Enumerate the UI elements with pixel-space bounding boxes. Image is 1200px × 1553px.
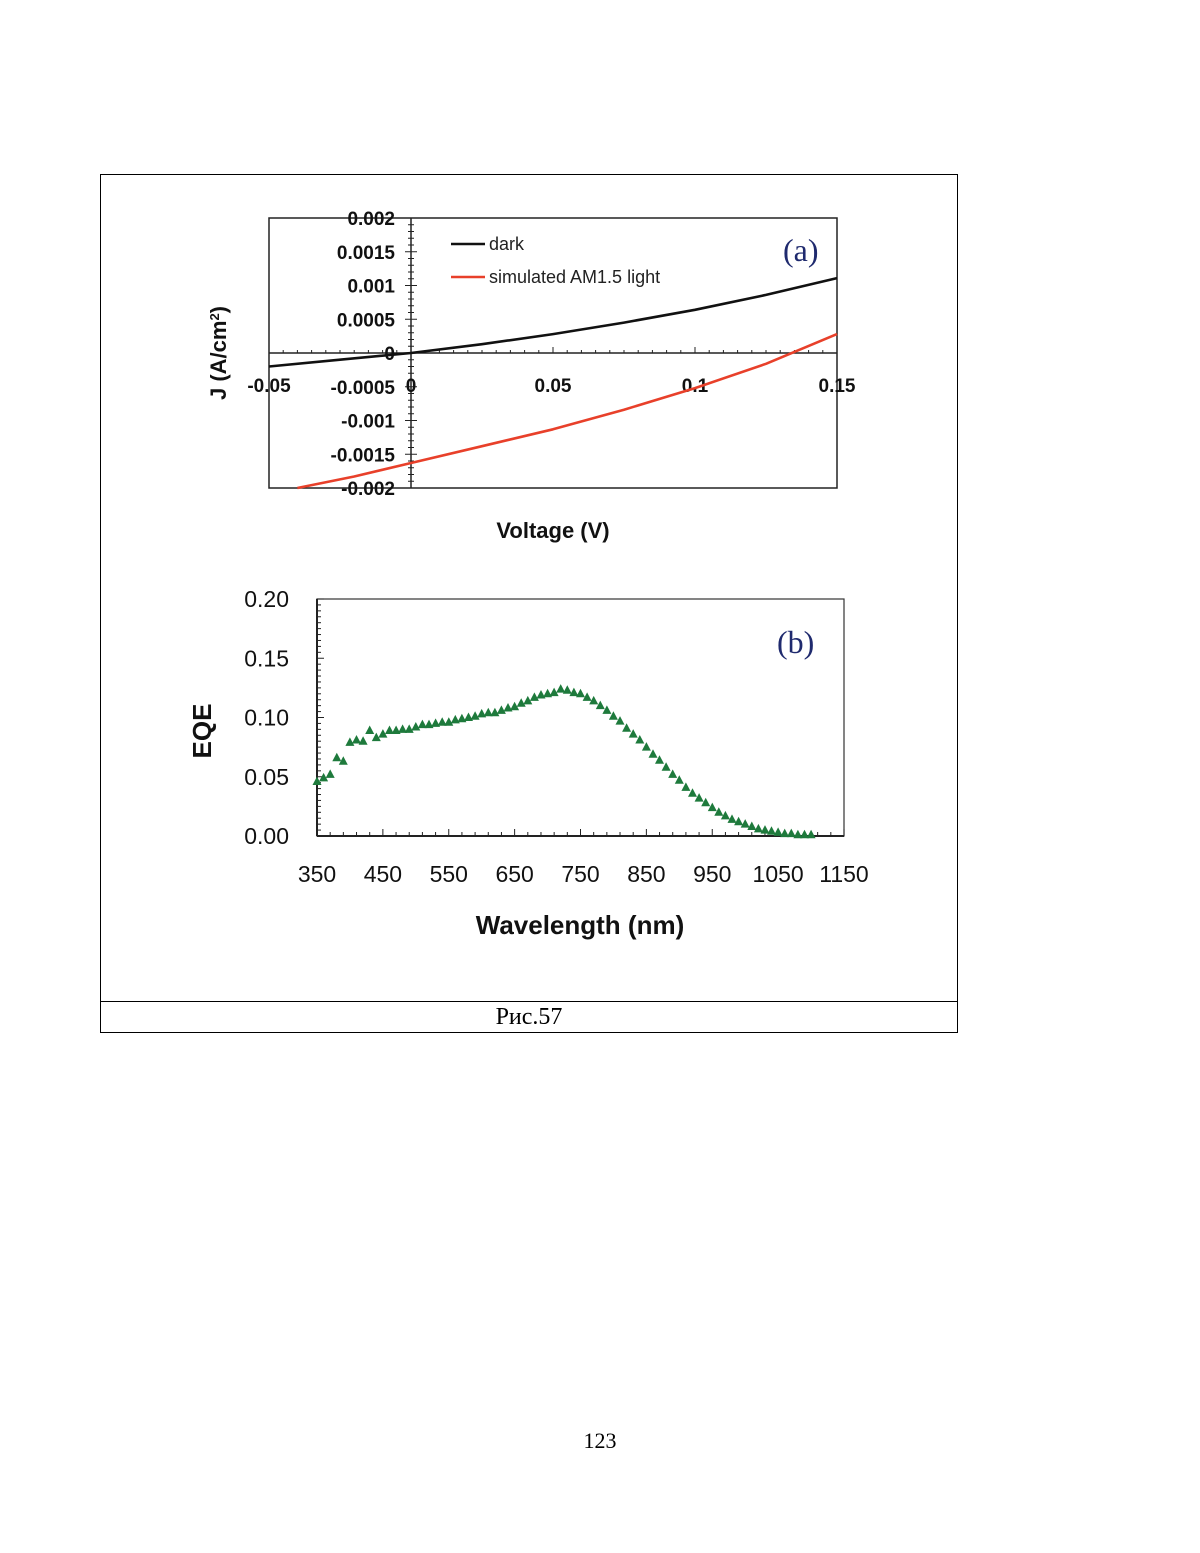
y-tick-label-a: 0.0015 [337,243,396,264]
data-point [596,701,605,710]
y-tick-label-b: 0.05 [244,764,289,790]
data-point [576,689,585,698]
y-tick-label-a: 0.0005 [337,310,396,331]
y-tick-label-b: 0.10 [244,705,289,731]
data-point [701,798,710,807]
data-point [359,736,368,745]
y-tick-label-a: -0.0015 [331,445,396,466]
x-tick-label-b: 450 [364,861,402,887]
y-tick-label-a: 0.001 [347,277,395,298]
x-tick-label-b: 550 [430,861,468,887]
x-tick-label-b: 650 [495,861,533,887]
data-point [695,793,704,802]
figure-panel: 0.002 0.0015 0.001 0.0005 0 -0.0005 -0.001 -0.0… [101,175,957,1002]
data-point [774,827,783,836]
x-axis-title-a: Voltage (V) [496,518,609,543]
x-tick-label-b: 1050 [753,861,804,887]
y-tick-label-b: 0.00 [244,823,289,849]
data-point [807,830,816,839]
x-tick-label-a: 0.05 [535,376,572,397]
y-axis-title-a: J (A/cm2) [206,306,231,400]
y-tick-label-b: 0.20 [244,586,289,612]
x-tick-label-a: 0.15 [819,376,856,397]
legend-label-a: simulated AM1.5 light [489,267,660,287]
figure-caption: Рис.57 [101,1002,957,1032]
data-point [563,685,572,694]
data-point [714,807,723,816]
y-tick-label-b: 0.15 [244,645,289,671]
y-tick-label-a: 0.002 [347,209,395,230]
data-point [365,726,374,735]
data-point [787,829,796,838]
figure-frame: 0.002 0.0015 0.001 0.0005 0 -0.0005 -0.001 -0.0… [100,174,958,1033]
x-tick-label-b: 850 [627,861,665,887]
data-point [326,769,335,778]
data-point [332,753,341,762]
x-tick-label-b: 1150 [819,861,868,887]
x-axis-title-b: Wavelength (nm) [476,910,684,940]
y-tick-label-a: -0.002 [341,479,395,500]
legend-label-a: dark [489,234,525,254]
page-number: 123 [0,1428,1200,1454]
data-point [352,735,361,744]
panel-label-b: (b) [777,624,814,660]
data-point [602,705,611,714]
x-tick-label-b: 350 [298,861,336,887]
y-tick-label-a: -0.0005 [331,378,396,399]
x-tick-label-a: 0 [406,376,417,397]
chart-a: 0.002 0.0015 0.001 0.0005 0 -0.0005 -0.001 -0.0… [206,209,856,543]
x-tick-label-b: 950 [693,861,731,887]
panel-label-a: (a) [783,232,819,268]
x-tick-label-b: 750 [561,861,599,887]
plot-frame-b [317,599,844,836]
y-tick-label-a: -0.001 [341,412,395,433]
data-point [708,803,717,812]
data-point [556,684,565,693]
data-point [616,716,625,725]
y-axis-title-b: EQE [187,704,217,759]
figure-charts: 0.002 0.0015 0.001 0.0005 0 -0.0005 -0.001 -0.0… [101,175,957,1001]
data-point [761,825,770,834]
data-point [767,826,776,835]
chart-b: 0.00 0.05 0.10 0.15 0.20 350 450 550 650 750 850 95… [187,586,869,940]
x-tick-label-a: -0.05 [247,376,291,397]
x-tick-label-a: 0.1 [682,376,709,397]
